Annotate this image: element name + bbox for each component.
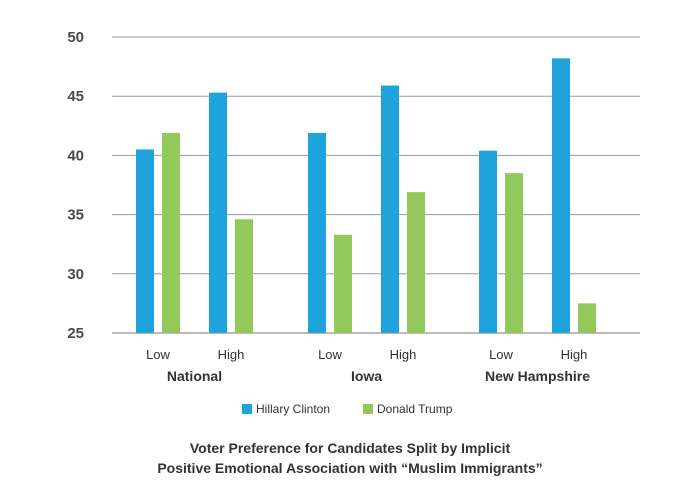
y-tick-label: 25 [67, 325, 84, 342]
x-sublabel-low: Low [146, 347, 170, 362]
y-tick-label: 30 [67, 266, 84, 283]
x-sublabel-high: High [561, 347, 588, 362]
chart-title-line-2: Positive Emotional Association with “Mus… [157, 460, 542, 476]
bar-clinton-2 [308, 132, 326, 333]
bar-trump-1 [235, 219, 253, 333]
bar-trump-2 [334, 234, 352, 333]
bar-trump-3 [407, 192, 425, 333]
bar-trump-4 [505, 173, 523, 333]
y-tick-label: 50 [67, 29, 84, 46]
x-sublabel-low: Low [318, 347, 342, 362]
bar-trump-5 [578, 303, 596, 333]
bars [136, 58, 596, 333]
y-tick-label: 35 [67, 207, 84, 224]
x-sublabel-high: High [218, 347, 245, 362]
x-sublabel-high: High [390, 347, 417, 362]
legend-swatch-0 [242, 404, 252, 414]
chart-title: Voter Preference for Candidates Split by… [157, 440, 542, 476]
chart-title-line-1: Voter Preference for Candidates Split by… [190, 440, 511, 456]
legend-swatch-1 [363, 404, 373, 414]
legend-label-0: Hillary Clinton [256, 402, 330, 416]
x-axis-labels: Low High Low High Low High National Iowa New Ham… [146, 347, 590, 384]
legend-label-1: Donald Trump [377, 402, 453, 416]
x-group-label: New Hampshire [485, 368, 590, 384]
bar-clinton-0 [136, 149, 154, 333]
bar-clinton-3 [381, 85, 399, 333]
bar-clinton-5 [552, 58, 570, 333]
y-tick-label: 40 [67, 147, 84, 164]
y-axis-ticks: 25 30 35 40 45 50 [67, 29, 84, 342]
bar-trump-0 [162, 132, 180, 333]
x-group-label: National [167, 368, 222, 384]
bar-clinton-1 [209, 92, 227, 333]
bar-clinton-4 [479, 150, 497, 333]
x-group-label: Iowa [351, 368, 382, 384]
x-sublabel-low: Low [489, 347, 513, 362]
y-tick-label: 45 [67, 88, 84, 105]
legend: Hillary Clinton Donald Trump [242, 402, 453, 416]
